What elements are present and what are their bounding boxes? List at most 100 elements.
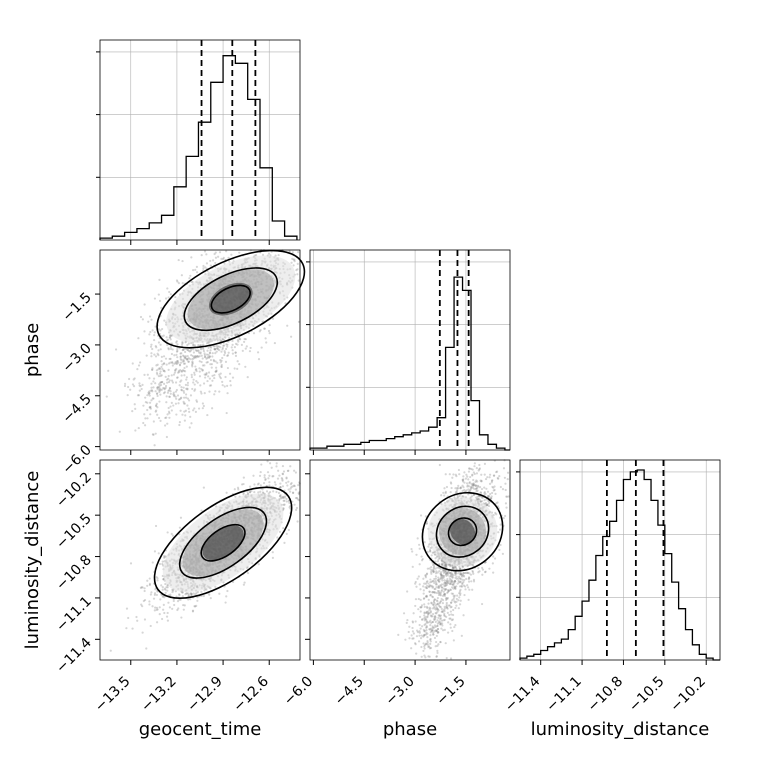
scatter-point xyxy=(167,406,170,410)
scatter-point xyxy=(215,350,218,353)
scatter-point xyxy=(182,348,186,351)
scatter-point xyxy=(164,588,167,591)
scatter-point xyxy=(151,368,154,371)
scatter-point xyxy=(175,340,178,343)
scatter-point xyxy=(432,567,435,570)
scatter-point xyxy=(191,610,195,613)
scatter-point xyxy=(195,354,199,358)
scatter-point xyxy=(183,396,186,399)
scatter-point xyxy=(461,480,465,483)
scatter-phase-ytick-label: −6.0 xyxy=(59,442,94,477)
scatter-point xyxy=(412,612,415,615)
scatter-point xyxy=(166,413,169,416)
scatter-point xyxy=(448,473,451,476)
panel-frame xyxy=(99,249,301,451)
panel-background xyxy=(310,250,510,450)
scatter-point xyxy=(253,490,256,494)
scatter-point xyxy=(188,277,191,280)
scatter-point xyxy=(222,256,225,259)
scatter-point xyxy=(152,380,155,383)
scatter-point xyxy=(291,491,295,494)
scatter-point xyxy=(182,391,186,394)
scatter-point xyxy=(174,395,177,398)
scatter-point xyxy=(248,491,252,494)
scatter-point xyxy=(164,357,168,360)
scatter-point xyxy=(438,570,441,573)
scatter-point xyxy=(435,634,438,638)
scatter-point xyxy=(182,389,185,393)
scatter-point xyxy=(142,404,145,407)
scatter-point xyxy=(229,379,232,383)
scatter-point xyxy=(265,341,268,344)
scatter-point xyxy=(228,372,232,375)
scatter-point xyxy=(297,320,301,323)
scatter-point xyxy=(285,477,288,480)
scatter-point xyxy=(289,483,292,486)
scatter-point xyxy=(218,373,221,376)
scatter-point xyxy=(228,260,231,263)
scatter-point xyxy=(215,366,218,369)
scatter-point xyxy=(440,627,443,630)
scatter-point xyxy=(202,267,205,270)
scatter-point xyxy=(424,622,427,626)
scatter-point xyxy=(181,360,185,363)
scatter-point xyxy=(199,351,202,354)
scatter-point xyxy=(423,605,426,608)
scatter-point xyxy=(441,594,445,597)
scatter-point xyxy=(208,352,212,355)
hist-panel-luminosity_distance xyxy=(516,459,721,661)
scatter-point xyxy=(406,618,409,622)
scatter-point xyxy=(165,416,168,419)
scatter-point xyxy=(192,381,195,384)
scatter-point xyxy=(217,348,220,351)
scatter-point xyxy=(160,584,163,587)
scatter-point xyxy=(159,374,162,378)
scatter-point xyxy=(260,346,263,349)
hist-luminosity_distance-xtick-label: −11.1 xyxy=(543,674,585,716)
scatter-point xyxy=(176,343,179,346)
scatter-point xyxy=(159,343,162,346)
scatter-point xyxy=(250,489,253,493)
scatter-point xyxy=(446,577,449,581)
scatter-point xyxy=(234,334,237,337)
scatter-point xyxy=(182,362,186,365)
scatter-point xyxy=(184,383,187,386)
scatter-point xyxy=(177,258,180,262)
scatter-point xyxy=(220,257,223,260)
scatter-point xyxy=(156,352,159,355)
scatter-point xyxy=(273,341,276,345)
scatter-point xyxy=(170,532,173,535)
scatter-geocent_time-xtick-label: −13.2 xyxy=(138,674,180,716)
scatter-point xyxy=(483,498,486,502)
scatter-point xyxy=(429,593,432,596)
scatter-point xyxy=(295,268,298,272)
scatter-point xyxy=(118,430,121,433)
scatter-point xyxy=(244,365,247,368)
scatter-point xyxy=(173,393,176,397)
scatter-point xyxy=(461,489,464,492)
scatter-point xyxy=(288,501,291,505)
scatter-point xyxy=(219,346,222,349)
scatter-point xyxy=(139,361,142,364)
scatter-point xyxy=(473,465,476,468)
scatter-point xyxy=(287,500,291,503)
scatter-point xyxy=(182,402,186,405)
scatter-point xyxy=(180,358,183,362)
scatter-point xyxy=(166,531,169,534)
scatter-point xyxy=(286,324,289,327)
scatter-point xyxy=(154,390,157,393)
scatter-point xyxy=(436,610,439,613)
scatter-point xyxy=(281,495,285,498)
scatter-point xyxy=(486,490,490,493)
scatter-point xyxy=(160,617,164,621)
scatter-point xyxy=(199,347,203,350)
scatter-point xyxy=(297,251,300,254)
scatter-point xyxy=(296,273,299,276)
scatter-point xyxy=(467,578,470,581)
scatter-point xyxy=(167,296,170,299)
scatter-point xyxy=(155,392,159,396)
scatter-point xyxy=(169,334,172,337)
scatter-point xyxy=(157,341,161,344)
scatter-point xyxy=(205,357,208,360)
